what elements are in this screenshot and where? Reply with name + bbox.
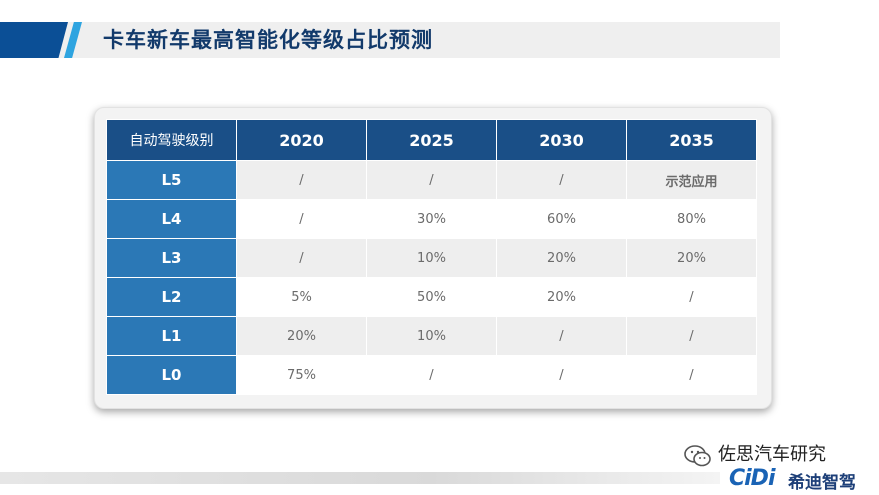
table-cell: 20%	[236, 316, 367, 356]
table-cell: /	[236, 238, 367, 278]
table-cell: 20%	[496, 238, 627, 278]
level-label: L0	[106, 355, 237, 395]
chat-bubble-icon	[684, 445, 711, 467]
cidi-logo: CiDi	[729, 466, 775, 491]
table-cell: /	[236, 160, 367, 200]
autonomy-level-table: 自动驾驶级别 2020 2025 2030 2035 L5 / / / 示范应用…	[106, 119, 757, 395]
table-cell: 75%	[236, 355, 367, 395]
table-cell: 50%	[366, 277, 497, 317]
header-2030: 2030	[496, 119, 627, 161]
table-row: L2 5% 50% 20% /	[106, 277, 757, 317]
table-cell: 10%	[366, 238, 497, 278]
table-cell: /	[366, 160, 497, 200]
table-row: L3 / 10% 20% 20%	[106, 238, 757, 278]
table-row: L4 / 30% 60% 80%	[106, 199, 757, 239]
table-cell: /	[496, 160, 627, 200]
table-cell: 60%	[496, 199, 627, 239]
bottom-decor-strip	[0, 472, 720, 484]
level-label: L4	[106, 199, 237, 239]
table-cell: 20%	[496, 277, 627, 317]
logo-name: 希迪智驾	[788, 473, 856, 493]
table-cell: 示范应用	[626, 160, 757, 200]
level-label: L1	[106, 316, 237, 356]
title-banner	[0, 22, 780, 58]
table-row: L0 75% / / /	[106, 355, 757, 395]
header-level: 自动驾驶级别	[106, 119, 237, 161]
watermark-text: 佐思汽车研究	[718, 444, 826, 465]
table-header-row: 自动驾驶级别 2020 2025 2030 2035	[106, 119, 757, 161]
table-cell: 10%	[366, 316, 497, 356]
table-cell: 20%	[626, 238, 757, 278]
table-cell: /	[496, 355, 627, 395]
header-2025: 2025	[366, 119, 497, 161]
level-label: L3	[106, 238, 237, 278]
table-cell: /	[626, 316, 757, 356]
table-cell: 80%	[626, 199, 757, 239]
level-label: L2	[106, 277, 237, 317]
table-cell: 30%	[366, 199, 497, 239]
table-row: L5 / / / 示范应用	[106, 160, 757, 200]
title-accent-dark	[0, 22, 68, 58]
table-cell: /	[236, 199, 367, 239]
table-cell: /	[626, 277, 757, 317]
header-2020: 2020	[236, 119, 367, 161]
level-label: L5	[106, 160, 237, 200]
table-row: L1 20% 10% / /	[106, 316, 757, 356]
slide-title: 卡车新车最高智能化等级占比预测	[103, 28, 433, 52]
table-cell: /	[626, 355, 757, 395]
table-cell: /	[366, 355, 497, 395]
table-cell: 5%	[236, 277, 367, 317]
header-2035: 2035	[626, 119, 757, 161]
table-cell: /	[496, 316, 627, 356]
